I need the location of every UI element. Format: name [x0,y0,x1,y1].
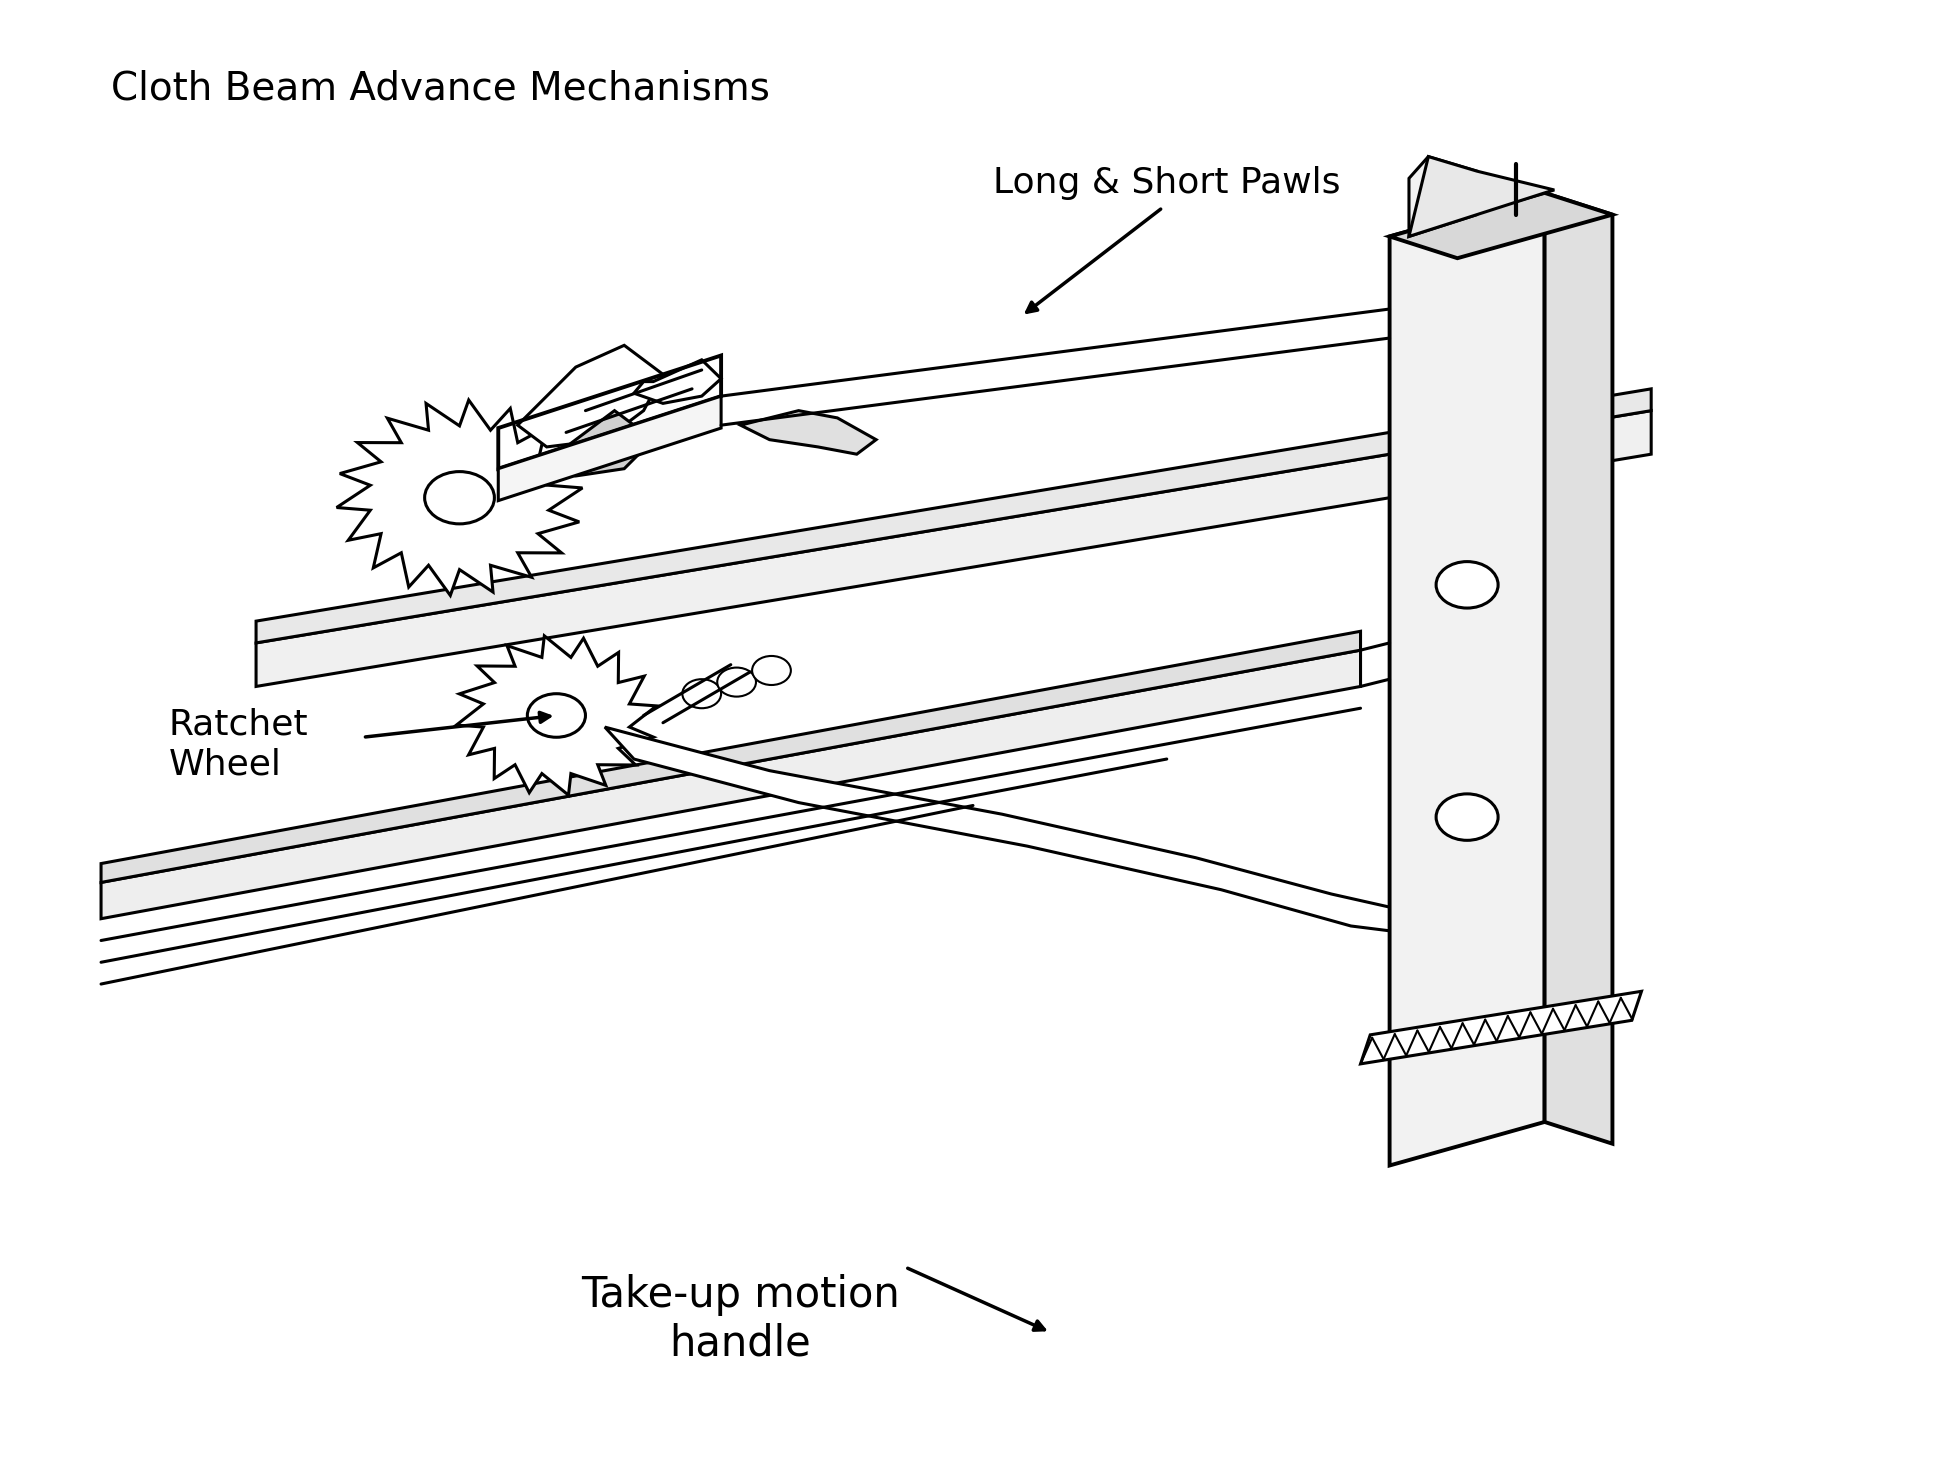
Polygon shape [1360,991,1642,1064]
Polygon shape [1389,193,1613,258]
Polygon shape [457,637,656,796]
Circle shape [751,656,790,685]
Circle shape [1436,562,1498,607]
Circle shape [718,667,755,696]
Text: Long & Short Pawls: Long & Short Pawls [992,166,1341,200]
Circle shape [1436,794,1498,841]
Circle shape [424,472,494,524]
Polygon shape [1409,156,1477,237]
Polygon shape [634,359,722,403]
Polygon shape [1545,193,1613,1143]
Text: Cloth Beam Advance Mechanisms: Cloth Beam Advance Mechanisms [111,70,769,108]
Polygon shape [537,410,654,476]
Polygon shape [498,396,722,501]
Polygon shape [337,400,582,596]
Ellipse shape [1395,915,1434,956]
Polygon shape [101,631,1360,882]
Polygon shape [605,727,1438,967]
Polygon shape [1389,193,1545,1165]
Polygon shape [741,410,876,454]
Circle shape [527,694,586,737]
Polygon shape [518,346,664,447]
Text: Ratchet
Wheel: Ratchet Wheel [169,708,309,781]
Circle shape [683,679,722,708]
Polygon shape [1409,156,1555,237]
Text: Take-up motion
handle: Take-up motion handle [582,1275,899,1365]
Polygon shape [101,650,1360,918]
Polygon shape [257,388,1652,642]
Polygon shape [257,410,1652,686]
